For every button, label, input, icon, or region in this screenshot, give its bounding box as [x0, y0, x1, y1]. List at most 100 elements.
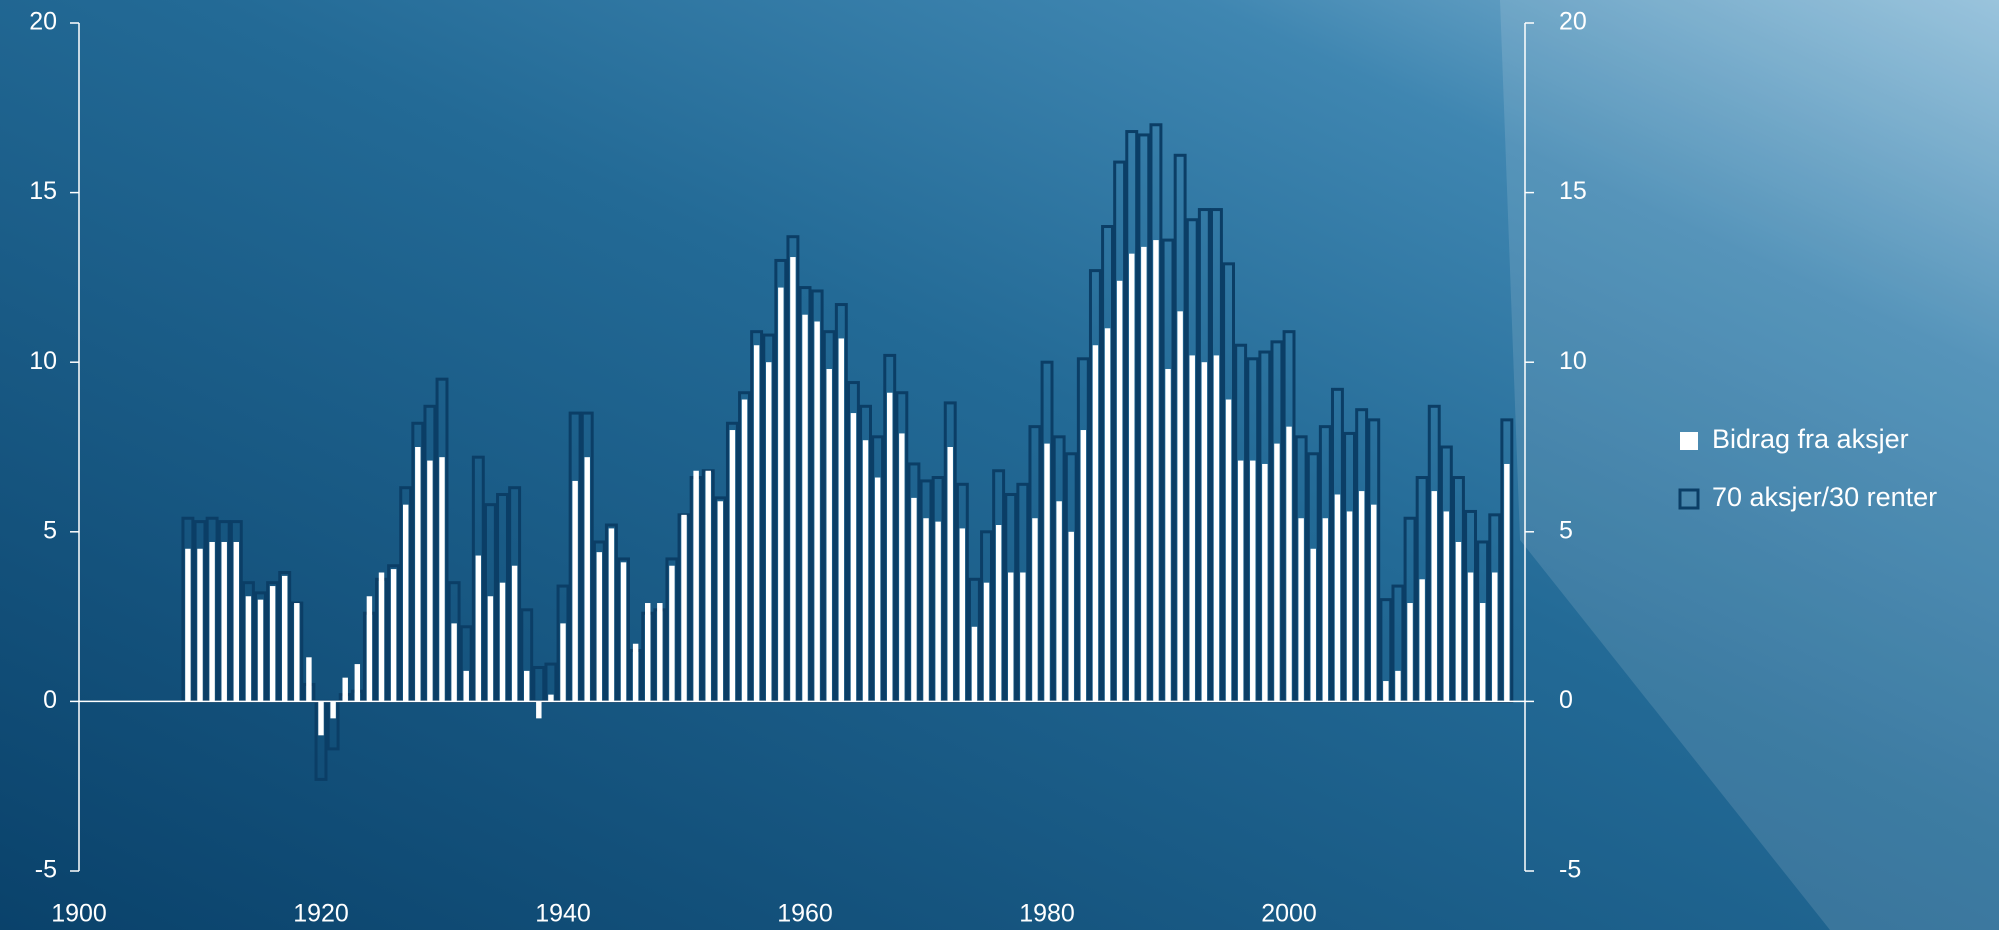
bar	[1104, 328, 1111, 702]
bar	[1298, 518, 1304, 702]
bar	[1504, 463, 1510, 702]
background-shape	[1500, 0, 1999, 930]
bar	[1286, 426, 1292, 702]
bar	[959, 528, 966, 702]
x-tick-label: 1980	[1019, 900, 1075, 928]
bar	[935, 521, 941, 702]
bar	[415, 447, 421, 702]
bar	[669, 565, 675, 702]
bar	[330, 701, 336, 719]
bar	[1407, 603, 1413, 702]
bar	[899, 433, 905, 702]
bar	[790, 257, 796, 702]
bar	[729, 430, 736, 702]
bar	[1141, 246, 1147, 702]
y2-tick-label: 0	[1559, 686, 1573, 714]
bar	[802, 314, 808, 702]
x-tick-label: 1940	[535, 900, 591, 928]
bar	[306, 657, 312, 702]
bar	[657, 603, 663, 702]
legend-label: Bidrag fra aksjer	[1712, 424, 1909, 454]
x-tick-label: 1960	[777, 900, 833, 928]
bar	[826, 368, 832, 702]
x-tick-label: 1920	[293, 900, 349, 928]
bar	[511, 565, 518, 702]
x-tick-label: 1900	[51, 900, 107, 928]
bar	[209, 541, 215, 702]
bar	[1443, 511, 1450, 702]
y2-tick-label: 10	[1559, 347, 1587, 375]
bar	[451, 623, 457, 702]
legend-swatch	[1680, 432, 1698, 450]
bar	[971, 626, 978, 702]
bar	[705, 470, 711, 702]
bar	[608, 528, 615, 702]
bar	[1371, 504, 1377, 702]
bar	[1492, 572, 1498, 702]
bar	[1056, 501, 1062, 702]
bar	[995, 525, 1002, 702]
bar	[523, 670, 530, 702]
bar	[197, 548, 203, 702]
bar	[1116, 280, 1123, 702]
bar	[487, 596, 494, 702]
y-tick-label: 10	[29, 347, 57, 375]
bar	[596, 552, 603, 702]
bar	[983, 582, 990, 702]
bar	[1165, 368, 1171, 702]
bar	[185, 548, 191, 702]
bar	[233, 541, 240, 702]
bar	[584, 457, 590, 702]
bar	[1213, 355, 1220, 702]
bar	[1467, 572, 1474, 702]
bar	[1455, 541, 1462, 702]
bar	[560, 623, 566, 702]
bar	[644, 603, 651, 702]
y2-tick-label: 5	[1559, 516, 1573, 544]
bar	[294, 603, 300, 702]
bar	[536, 701, 542, 719]
bar	[354, 664, 361, 702]
bar	[911, 497, 917, 702]
bar	[1080, 430, 1087, 702]
bar	[439, 457, 445, 702]
bar	[572, 480, 578, 702]
bar	[1274, 443, 1280, 702]
bar	[874, 477, 881, 702]
bar	[1358, 491, 1365, 702]
bar	[1250, 460, 1256, 702]
bar	[342, 677, 348, 702]
bar	[1479, 603, 1486, 702]
legend-label: 70 aksjer/30 renter	[1712, 482, 1937, 512]
bar	[548, 694, 554, 702]
y2-tick-label: -5	[1559, 856, 1581, 884]
x-tick-label: 2000	[1261, 900, 1317, 928]
plot: -5 0 5 10 15 20 -5 0 5 10 15 20 1900 1920 1940 1960 1980…	[29, 8, 1937, 928]
y-tick-label: -5	[35, 856, 57, 884]
bar	[1068, 531, 1074, 702]
bar	[1237, 460, 1244, 702]
bar	[1092, 345, 1099, 702]
bar	[1262, 463, 1268, 702]
bar	[850, 413, 857, 702]
bar	[814, 321, 820, 702]
bar	[693, 470, 699, 702]
bar	[269, 586, 276, 702]
bar	[1189, 355, 1195, 702]
bar	[378, 572, 385, 702]
bar	[681, 514, 687, 702]
bar	[1201, 362, 1208, 702]
y-tick-label: 15	[29, 177, 57, 205]
bar	[1395, 670, 1401, 702]
bar	[475, 555, 482, 702]
bar	[753, 345, 760, 702]
bar	[620, 562, 627, 702]
y2-tick-label: 20	[1559, 8, 1587, 36]
bar	[1129, 253, 1135, 702]
bar	[1431, 491, 1437, 702]
bar	[923, 518, 929, 702]
bar	[1044, 443, 1050, 702]
bar	[1008, 572, 1014, 702]
bar	[1153, 240, 1159, 702]
